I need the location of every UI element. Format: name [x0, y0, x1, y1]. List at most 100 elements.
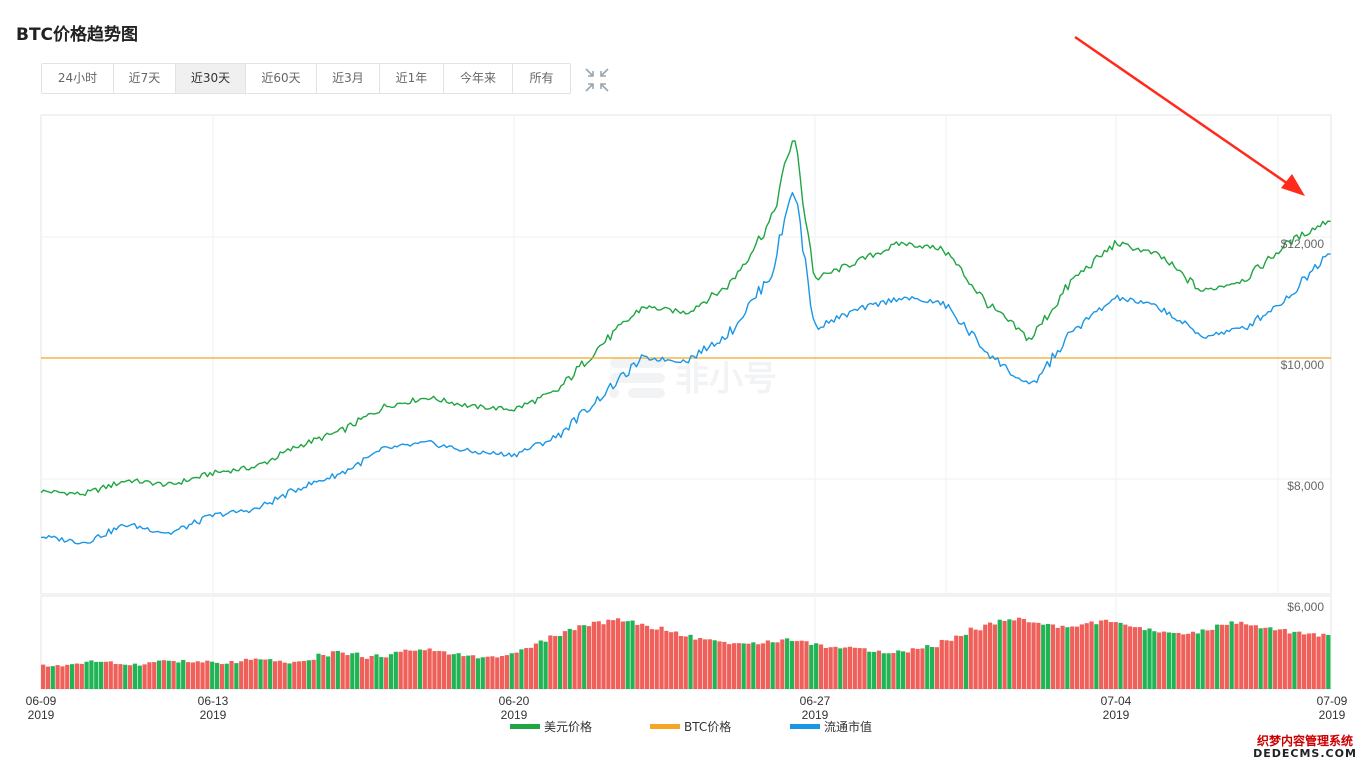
- volume-bar: [422, 650, 427, 689]
- volume-bar: [528, 647, 534, 689]
- volume-bar: [374, 654, 379, 689]
- site-watermark: 织梦内容管理系统 DEDECMS.COM: [1252, 733, 1358, 761]
- legend-label-usd: 美元价格: [544, 720, 593, 734]
- volume-bar: [504, 655, 510, 689]
- volume-bar: [731, 643, 737, 689]
- volume-bar: [1132, 627, 1138, 689]
- volume-bar: [1031, 622, 1036, 689]
- volume-bar: [659, 626, 664, 689]
- tab-60d[interactable]: 近60天: [246, 64, 317, 93]
- volume-bar: [649, 629, 654, 689]
- volume-bar: [345, 655, 350, 689]
- tab-all[interactable]: 所有: [529, 71, 554, 85]
- volume-bar: [103, 661, 109, 689]
- volume-bar: [1292, 631, 1297, 689]
- volume-bar: [910, 648, 915, 689]
- volume-bar: [480, 657, 485, 689]
- volume-bar: [770, 642, 775, 689]
- tab-1y[interactable]: 近1年: [380, 64, 444, 93]
- plot-frame: [40, 114, 1332, 595]
- volume-bar: [123, 664, 128, 689]
- legend-item-btc[interactable]: BTC价格: [650, 718, 731, 735]
- volume-bar: [306, 660, 311, 689]
- tab-3m[interactable]: 近3月: [317, 64, 380, 93]
- volume-bar: [843, 647, 848, 689]
- volume-bar: [297, 661, 302, 689]
- volume-bar: [925, 645, 930, 689]
- volume-bar: [538, 640, 543, 689]
- series-line-mcap: [40, 192, 1331, 545]
- volume-bar: [1166, 632, 1171, 689]
- volume-bar: [702, 639, 708, 689]
- volume-bar: [954, 635, 959, 689]
- volume-bar: [1190, 631, 1196, 689]
- volume-bar: [635, 624, 640, 689]
- volume-bar: [577, 625, 582, 689]
- volume-bar: [1036, 622, 1041, 689]
- volume-bar: [461, 656, 466, 689]
- volume-bar: [311, 659, 316, 689]
- volume-bar: [475, 658, 481, 689]
- volume-bar: [1123, 624, 1128, 689]
- volume-bar: [176, 662, 181, 689]
- volume-bar: [1219, 624, 1225, 689]
- volume-bar: [746, 643, 751, 689]
- volume-bar: [108, 661, 113, 689]
- volume-bar: [205, 660, 210, 689]
- volume-bar: [292, 661, 297, 689]
- volume-bar: [456, 653, 461, 689]
- volume-bar: [355, 652, 360, 689]
- volume-bar: [1045, 623, 1051, 689]
- site-watermark-line1: 织梦内容管理系统: [1256, 733, 1353, 748]
- volume-bar: [234, 663, 239, 689]
- volume-bar: [1316, 636, 1321, 689]
- tab-24h[interactable]: 24小时: [42, 64, 114, 93]
- volume-bar: [867, 651, 872, 689]
- volume-bar: [615, 618, 621, 689]
- volume-bar: [1282, 628, 1287, 689]
- volume-bar: [533, 643, 539, 689]
- volume-bar: [963, 634, 969, 689]
- volume-bar: [751, 642, 756, 689]
- volume-bar: [137, 665, 142, 689]
- volume-bar: [1224, 624, 1229, 689]
- legend-item-mcap[interactable]: 流通市值: [790, 718, 872, 735]
- volume-bar: [1128, 626, 1133, 689]
- tab-ytd[interactable]: 今年来: [444, 64, 513, 93]
- volume-bar: [765, 640, 770, 689]
- volume-bar: [1084, 623, 1089, 689]
- volume-bar: [582, 625, 587, 689]
- volume-bar: [243, 658, 249, 689]
- legend-item-usd[interactable]: 美元价格: [510, 718, 592, 735]
- volume-bar: [384, 657, 389, 689]
- volume-bar: [1113, 622, 1118, 689]
- volume-bar: [268, 659, 273, 689]
- volume-bar: [118, 664, 123, 689]
- y-tick-label: $10,000: [1281, 358, 1325, 372]
- volume-bar: [1302, 634, 1307, 689]
- volume-bar: [857, 648, 862, 689]
- volume-bar: [611, 620, 616, 689]
- tab-30d[interactable]: 近30天: [176, 64, 246, 93]
- volume-bar: [881, 653, 886, 689]
- volume-bar: [287, 663, 292, 689]
- volume-bar: [89, 660, 94, 689]
- volume-bar: [442, 651, 447, 689]
- volume-bar: [490, 656, 495, 689]
- collapse-arrows-icon[interactable]: [583, 66, 611, 94]
- volume-bar: [485, 656, 490, 689]
- volume-bar: [799, 640, 804, 689]
- chart-title: BTC价格趋势图: [16, 25, 139, 45]
- volume-bar: [364, 658, 369, 689]
- volume-bar: [707, 639, 712, 689]
- volume-bar: [1234, 623, 1239, 689]
- volume-bar: [809, 644, 814, 689]
- volume-bar: [1021, 618, 1027, 689]
- tab-7d[interactable]: 近7天: [114, 64, 176, 93]
- volume-bar: [1152, 631, 1157, 689]
- volume-bar: [113, 663, 118, 689]
- volume-bar: [553, 636, 558, 689]
- volume-bar: [601, 624, 606, 689]
- volume-bar: [350, 653, 355, 689]
- volume-bar: [321, 654, 326, 689]
